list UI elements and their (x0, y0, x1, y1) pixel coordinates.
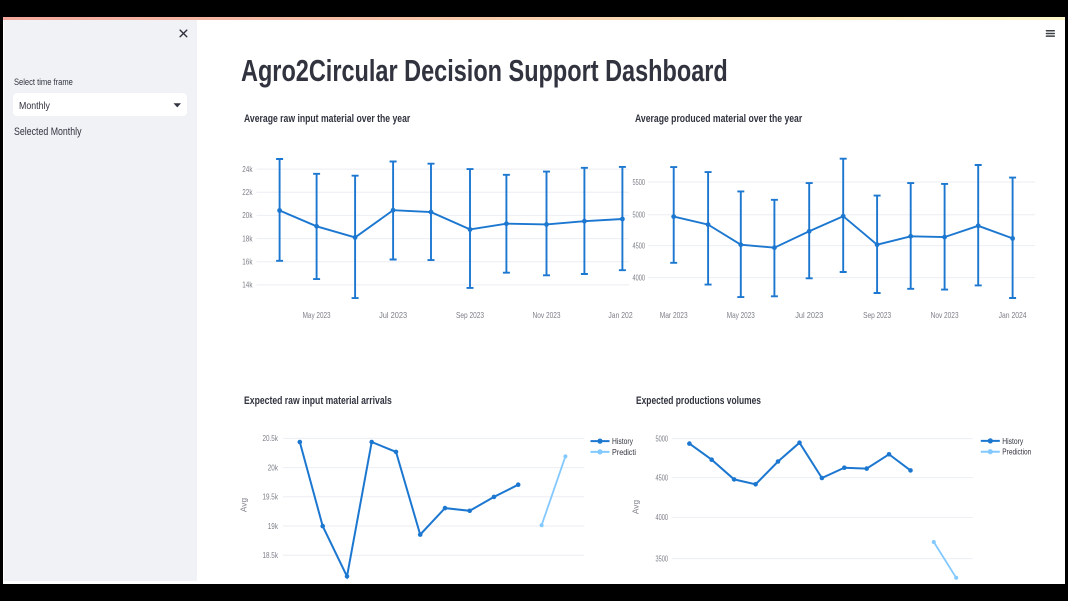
svg-text:19.5k: 19.5k (263, 492, 279, 502)
svg-text:22k: 22k (242, 187, 253, 197)
svg-text:Sep 2023: Sep 2023 (456, 310, 484, 320)
svg-text:4500: 4500 (633, 240, 646, 250)
svg-text:Sep 2023: Sep 2023 (863, 310, 891, 320)
svg-text:4000: 4000 (633, 272, 646, 282)
svg-text:Nov 2023: Nov 2023 (931, 310, 959, 320)
svg-text:Mar 2023: Mar 2023 (660, 310, 688, 320)
svg-text:4000: 4000 (656, 512, 669, 522)
svg-text:19k: 19k (268, 521, 279, 531)
svg-text:14k: 14k (242, 280, 253, 290)
svg-text:5500: 5500 (633, 177, 646, 187)
svg-text:Jul 2023: Jul 2023 (795, 310, 823, 320)
svg-text:History: History (612, 436, 634, 446)
svg-text:May 2023: May 2023 (727, 310, 755, 320)
svg-text:3500: 3500 (656, 553, 669, 563)
svg-text:May 2023: May 2023 (303, 310, 331, 320)
svg-text:Avg: Avg (239, 498, 249, 513)
svg-text:Avg: Avg (631, 500, 641, 515)
svg-text:18k: 18k (242, 233, 253, 243)
svg-text:5000: 5000 (656, 433, 669, 443)
svg-text:Nov 2023: Nov 2023 (533, 310, 561, 320)
svg-text:5000: 5000 (633, 210, 646, 220)
svg-text:4500: 4500 (656, 472, 669, 482)
svg-text:20k: 20k (242, 210, 253, 220)
svg-text:Jul 2023: Jul 2023 (379, 310, 407, 320)
svg-text:24k: 24k (242, 164, 253, 174)
svg-text:History: History (1002, 436, 1024, 446)
svg-text:20.5k: 20.5k (263, 433, 279, 443)
svg-text:Prediction: Prediction (1002, 447, 1031, 457)
svg-text:18.5k: 18.5k (263, 550, 279, 560)
svg-text:20k: 20k (268, 462, 279, 472)
svg-text:Jan 2024: Jan 2024 (999, 310, 1027, 320)
svg-text:16k: 16k (242, 257, 253, 267)
svg-text:Predicti: Predicti (612, 447, 636, 457)
svg-text:Jan 2024: Jan 2024 (608, 310, 636, 320)
